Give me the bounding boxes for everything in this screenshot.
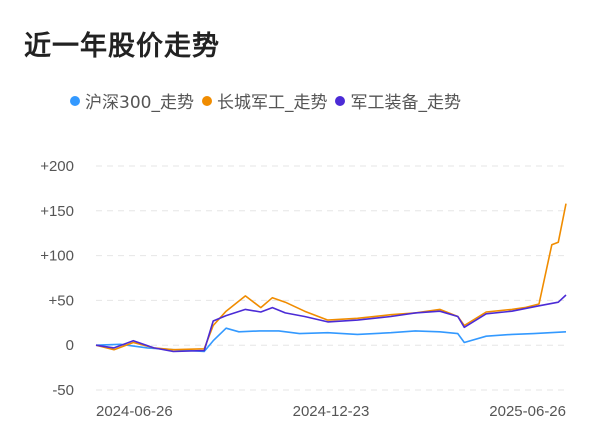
y-tick-label-5: -50 — [52, 382, 74, 399]
y-tick-label-4: 0 — [66, 337, 74, 354]
chart-title: 近一年股价走势 — [24, 31, 220, 62]
legend-label-hs300: 沪深300_走势 — [85, 93, 194, 113]
legend: 沪深300_走势 长城军工_走势 军工装备_走势 — [70, 88, 461, 113]
legend-label-jgzb: 军工装备_走势 — [350, 93, 461, 113]
legend-label-ccgj: 长城军工_走势 — [216, 93, 328, 113]
y-tick-label-2: +100 — [40, 248, 74, 265]
x-tick-label-2: 2025-06-26 — [489, 403, 566, 420]
legend-dot-hs300 — [70, 95, 80, 106]
series-line-1 — [95, 203, 567, 351]
series-line-2 — [95, 294, 567, 353]
legend-dot-jgzb — [335, 95, 346, 106]
x-tick-label-1: 2024-12-23 — [293, 403, 370, 420]
y-tick-label-1: +150 — [40, 203, 74, 220]
x-tick-label-0: 2024-06-26 — [96, 403, 173, 420]
legend-item-jgzb[interactable]: 军工装备_走势 — [335, 88, 461, 113]
legend-item-ccgj[interactable]: 长城军工_走势 — [201, 88, 328, 113]
legend-item-hs300[interactable]: 沪深300_走势 — [70, 88, 194, 113]
y-tick-label-0: +200 — [40, 158, 74, 175]
y-tick-label-3: +50 — [49, 292, 74, 309]
series-line-0 — [95, 327, 567, 353]
legend-dot-ccgj — [201, 95, 212, 106]
